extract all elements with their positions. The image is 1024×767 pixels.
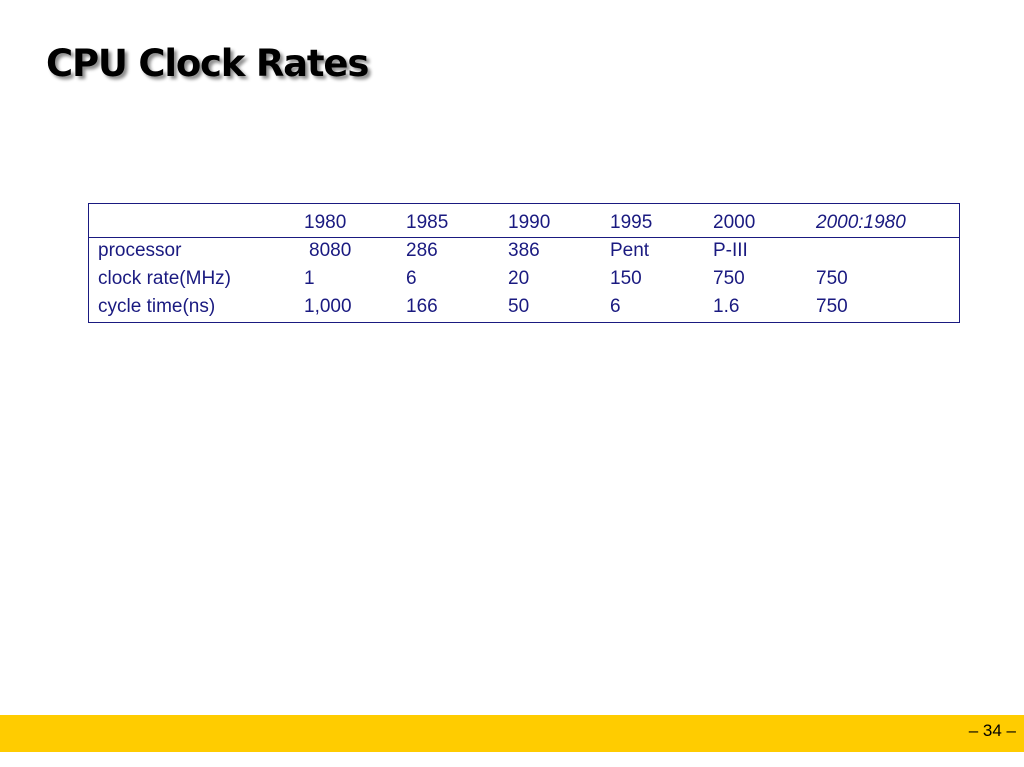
clock-rate-table: 1980 1985 1990 1995 2000 2000:1980 proce… — [88, 203, 960, 323]
table-row-cycle-time: cycle time(ns) 1,000 166 50 6 1.6 750 — [89, 295, 959, 319]
table-cell: 20 — [508, 268, 530, 289]
row-label: processor — [98, 240, 182, 261]
footer-bar: – 34 – — [0, 715, 1024, 752]
header-cell-1985: 1985 — [406, 212, 449, 233]
table-cell: 50 — [508, 296, 530, 317]
table-cell: 750 — [816, 268, 848, 289]
row-label: cycle time(ns) — [98, 296, 216, 317]
header-cell-1990: 1990 — [508, 212, 551, 233]
table-cell: 150 — [610, 268, 642, 289]
table-header-row: 1980 1985 1990 1995 2000 2000:1980 — [89, 211, 959, 235]
table-row-clock-rate: clock rate(MHz) 1 6 20 150 750 750 — [89, 267, 959, 291]
table-cell: 386 — [508, 240, 540, 261]
header-divider — [89, 237, 959, 238]
row-label: clock rate(MHz) — [98, 268, 232, 289]
table-cell: 1,000 — [304, 296, 352, 317]
header-cell-2000: 2000 — [713, 212, 756, 233]
table-cell: 6 — [610, 296, 621, 317]
table-cell: 750 — [713, 268, 745, 289]
table-cell: 750 — [816, 296, 848, 317]
slide-title: CPU Clock Rates — [46, 42, 369, 85]
table-cell: 166 — [406, 296, 438, 317]
table-cell: 8080 — [309, 240, 352, 261]
table-cell: Pent — [610, 240, 650, 261]
table-cell: 286 — [406, 240, 438, 261]
header-cell-1980: 1980 — [304, 212, 347, 233]
table-row-processor: processor 8080 286 386 Pent P-III — [89, 239, 959, 263]
header-cell-1995: 1995 — [610, 212, 653, 233]
table-cell: 1.6 — [713, 296, 740, 317]
table-cell: 6 — [406, 268, 417, 289]
table-cell: P-III — [713, 240, 748, 261]
table-cell: 1 — [304, 268, 315, 289]
header-cell-ratio: 2000:1980 — [816, 212, 906, 233]
page-number: – 34 – — [968, 721, 1016, 740]
